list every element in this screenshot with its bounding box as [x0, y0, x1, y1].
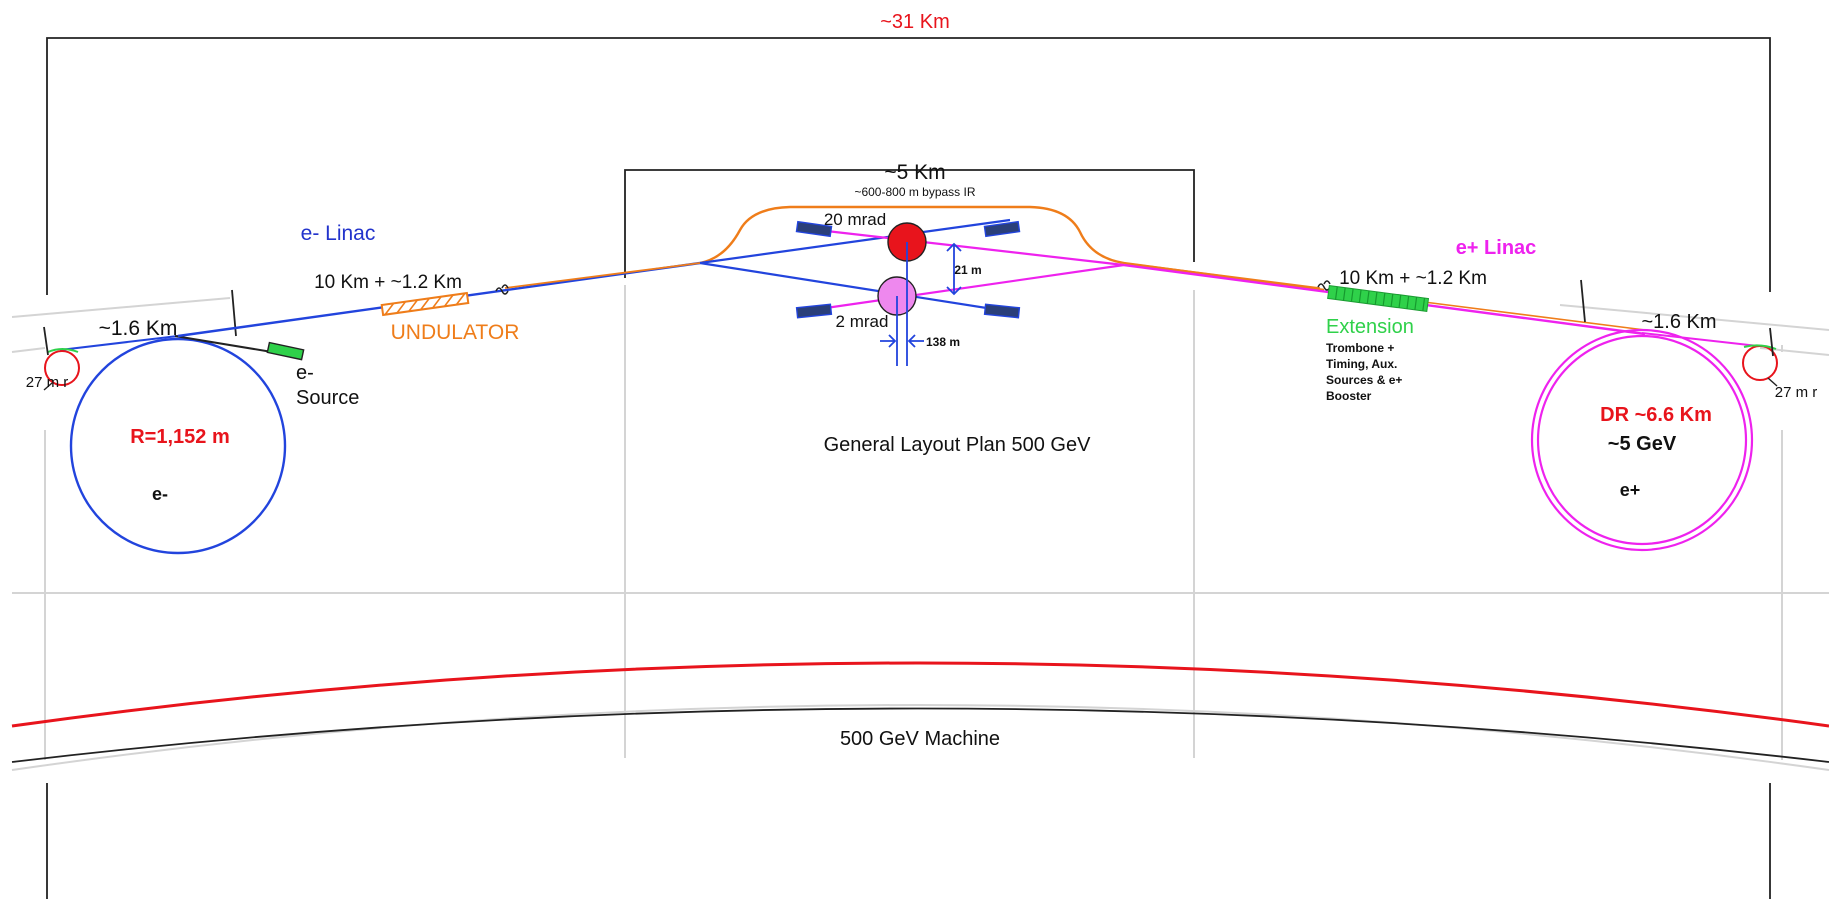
outer-frame: [46, 37, 1771, 295]
right-damping-ring: [43, 279, 1778, 552]
frames: [11, 37, 1829, 899]
magnet-bottom-right: [983, 303, 1021, 319]
p-linac-orange-far: [1423, 301, 1646, 331]
electron-linac: [177, 261, 701, 338]
p-linac-label: e+ Linac: [1456, 237, 1537, 259]
left-span-tick-a: [43, 326, 49, 356]
extension-label: Extension: [1326, 316, 1414, 338]
right-dr-energy-label: ~5 GeV: [1608, 433, 1677, 455]
e-source-block: [266, 341, 305, 361]
undulator-block: [380, 291, 470, 317]
left-turnaround-label: 27 m r: [26, 374, 69, 391]
right-ring-inner: [1536, 334, 1748, 546]
e-linac-length-label: 10 Km + ~1.2 Km: [314, 272, 462, 293]
left-ring-circle: [69, 337, 287, 555]
left-turnaround-spur: [47, 348, 79, 353]
central-frame: [624, 169, 1195, 278]
p-linac-orange-overlay: [1123, 262, 1321, 289]
bypass-line: [699, 205, 1325, 292]
positron-linac: [1123, 262, 1646, 336]
undulator-label: UNDULATOR: [391, 321, 520, 344]
e-beam-to-2mrad: [699, 261, 1013, 314]
right-dr-size-label: DR ~6.6 Km: [1600, 404, 1712, 426]
left-turnaround-leader: [43, 382, 53, 391]
e-beam-to-20mrad: [699, 218, 1011, 265]
right-ring-outer: [1530, 328, 1754, 552]
machine-label: 500 GeV Machine: [840, 728, 1000, 750]
extension-block: [1327, 284, 1430, 313]
right-dr-particle-label: e+: [1620, 480, 1641, 500]
bottom-frame: [46, 783, 1771, 899]
grey-arc-lower: [11, 704, 1829, 771]
right-turnaround-label: 27 m r: [1775, 384, 1818, 401]
p-beam-to-2mrad: [797, 263, 1125, 314]
left-ring-tangent: [59, 335, 179, 351]
extension-body: [1327, 284, 1430, 313]
total-length-label: ~31 Km: [880, 11, 949, 33]
interaction-region: [699, 205, 1325, 366]
left-damping-ring: [43, 289, 305, 555]
left-dr-particle-label: e-: [152, 484, 168, 504]
e-linac-break: [495, 284, 509, 295]
grey-left-leg: [11, 347, 46, 353]
right-ring-tangent: [1641, 332, 1759, 347]
bypass-ir-label: ~600-800 m bypass IR: [854, 185, 975, 199]
p-linac-length-label: 10 Km + ~1.2 Km: [1339, 268, 1487, 289]
grey-arc-top-right: [1559, 304, 1829, 331]
extension-hatch: [1334, 286, 1426, 312]
p-beam-to-20mrad: [799, 226, 1125, 267]
extension-detail-1: Trombone +: [1326, 341, 1394, 355]
e-linac-label: e- Linac: [301, 222, 376, 245]
magnet-top-left: [795, 220, 833, 238]
grey-arc-top: [11, 297, 231, 318]
ir-vertical-label: 21 m: [954, 263, 981, 277]
left-span-label: ~1.6 Km: [99, 317, 178, 340]
left-turnaround-loop: [44, 350, 80, 386]
right-span-tick-a: [1580, 279, 1586, 323]
extension-detail-4: Booster: [1326, 389, 1372, 403]
right-turnaround-leader: [1767, 377, 1778, 387]
extension-detail-2: Timing, Aux.: [1326, 357, 1397, 371]
extension-detail-3: Sources & e+: [1326, 373, 1402, 387]
general-layout-label: General Layout Plan 500 GeV: [824, 434, 1092, 456]
ir-vertical-arrows: [946, 242, 962, 296]
right-span-label: ~1.6 Km: [1641, 311, 1716, 333]
left-ring-inject: [174, 335, 273, 353]
magnet-bottom-left: [795, 303, 833, 319]
right-turnaround-spur: [1743, 344, 1777, 350]
undulator-hatch: [384, 292, 466, 316]
crossing-20-label: 20 mrad: [824, 210, 886, 229]
machine-arc-black: [11, 707, 1829, 763]
right-span-tick-b: [1769, 327, 1774, 357]
e-source-label-2: Source: [296, 387, 359, 409]
p-linac-break: [1317, 280, 1331, 291]
central-span-label: ~5 Km: [884, 161, 945, 184]
left-dr-radius-label: R=1,152 m: [130, 426, 230, 448]
guide-lines: [11, 285, 1829, 771]
machine-arc: [11, 661, 1829, 728]
magnet-top-right: [983, 220, 1021, 238]
e-source-label-1: e-: [296, 362, 314, 384]
e-linac-orange-overlay: [504, 262, 701, 289]
labels: ~31 Km ~5 Km ~600-800 m bypass IR 20 mra…: [26, 11, 1818, 750]
ir-horizontal-arrows: [880, 334, 924, 348]
crossing-2-label: 2 mrad: [836, 312, 889, 331]
ir-horizontal-label: 138 m: [926, 335, 960, 349]
